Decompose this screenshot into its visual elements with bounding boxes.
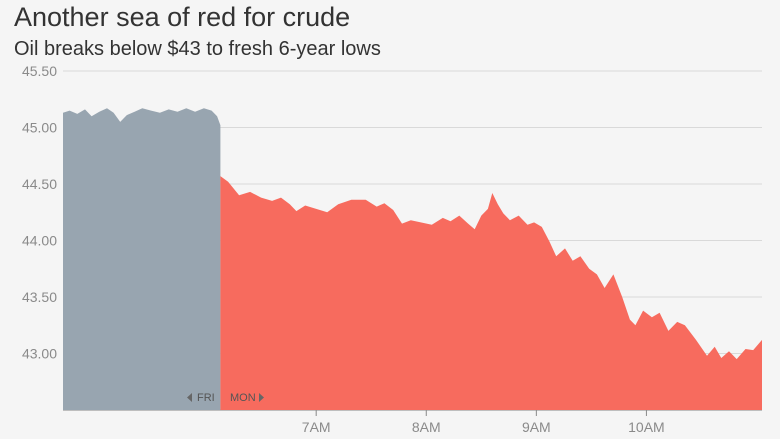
chart-title: Another sea of red for crude xyxy=(14,2,351,32)
area-series-fri xyxy=(63,108,221,411)
area-series-mon xyxy=(220,176,762,410)
x-tick-label: 8AM xyxy=(412,419,441,435)
x-axis-ticks: 7AM 8AM 9AM 10AM xyxy=(302,410,665,435)
y-tick-label: 44.50 xyxy=(22,176,57,192)
y-tick-label: 43.00 xyxy=(22,346,57,362)
right-arrow-icon xyxy=(259,393,264,402)
price-areas xyxy=(63,108,762,411)
session-markers: FRI MON xyxy=(187,392,264,404)
y-tick-label: 45.00 xyxy=(22,120,57,136)
day-label-fri: FRI xyxy=(197,392,215,404)
y-axis-ticks: 43.00 43.50 44.00 44.50 45.00 45.50 xyxy=(22,63,57,362)
day-label-mon: MON xyxy=(230,392,256,404)
left-arrow-icon xyxy=(187,393,192,402)
y-tick-label: 44.00 xyxy=(22,233,57,249)
x-tick-label: 7AM xyxy=(302,419,331,435)
chart-subtitle: Oil breaks below $43 to fresh 6-year low… xyxy=(14,38,381,60)
x-tick-label: 9AM xyxy=(522,419,551,435)
y-tick-label: 45.50 xyxy=(22,63,57,79)
y-tick-label: 43.50 xyxy=(22,289,57,305)
x-tick-label: 10AM xyxy=(628,419,665,435)
